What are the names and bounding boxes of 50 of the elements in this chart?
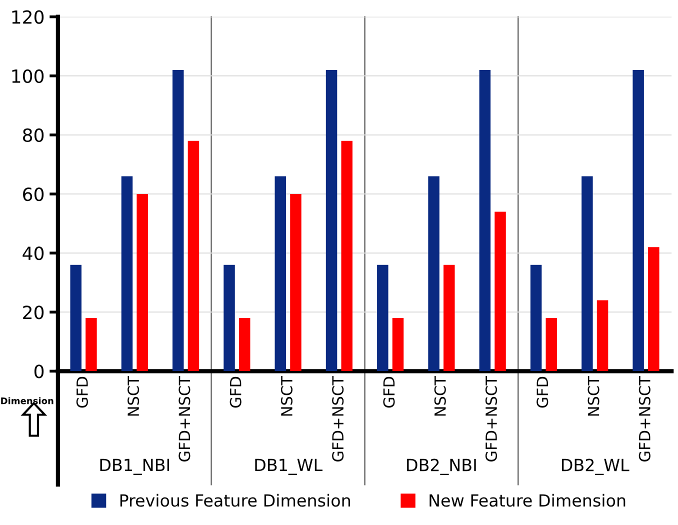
y-tick-label: 40 — [22, 246, 44, 260]
legend-label: Previous Feature Dimension — [120, 494, 350, 507]
bar — [377, 264, 388, 372]
bar — [428, 176, 440, 372]
x-tick-label: GFD+NSCT — [485, 376, 498, 462]
bar — [238, 318, 250, 372]
y-tick-label: 60 — [23, 187, 44, 202]
bar — [530, 264, 542, 372]
bar — [188, 140, 200, 372]
x-tick-label: GFD — [536, 376, 548, 408]
x-tick-label: NSCT — [588, 376, 600, 416]
bar — [494, 212, 506, 372]
bar — [444, 264, 455, 372]
text: DB2_WL — [562, 458, 630, 476]
bar — [290, 194, 302, 372]
y-axis-title: Dimension — [1, 397, 54, 404]
y-tick-label: 0 — [34, 364, 44, 378]
bar — [596, 300, 608, 372]
x-tick-label: NSCT — [434, 376, 446, 416]
bar — [224, 264, 235, 372]
bar — [70, 264, 82, 372]
x-tick-label: GFD — [230, 376, 242, 408]
bar — [121, 176, 133, 372]
bar — [479, 70, 491, 372]
bar — [392, 318, 404, 372]
x-tick-label: GFD — [383, 376, 395, 408]
y-tick-label: 80 — [23, 128, 44, 142]
bar — [136, 194, 148, 372]
y-tick-label: 100 — [12, 69, 44, 83]
bar — [274, 176, 286, 372]
bar — [582, 176, 593, 372]
x-tick-label: NSCT — [128, 376, 140, 416]
bar — [632, 70, 644, 372]
x-tick-label: GFD+NSCT — [638, 376, 650, 462]
bar — [326, 70, 338, 372]
bar — [86, 318, 97, 372]
bar — [341, 140, 352, 372]
text: DB1_WL — [255, 458, 322, 475]
bar — [546, 318, 558, 372]
x-tick-label: GFD+NSCT — [332, 376, 344, 462]
x-tick-label: NSCT — [280, 376, 292, 416]
bar — [648, 247, 660, 372]
x-tick-label: GFD — [76, 376, 88, 408]
legend-label: New Feature Dimension — [430, 494, 626, 507]
y-tick-label: 120 — [12, 10, 44, 24]
x-tick-label: GFD+NSCT — [178, 376, 190, 462]
bar — [172, 70, 184, 372]
text: DB1_NBI — [100, 458, 170, 475]
y-tick-label: 20 — [23, 306, 44, 320]
text: DB2_NBI — [407, 458, 476, 476]
